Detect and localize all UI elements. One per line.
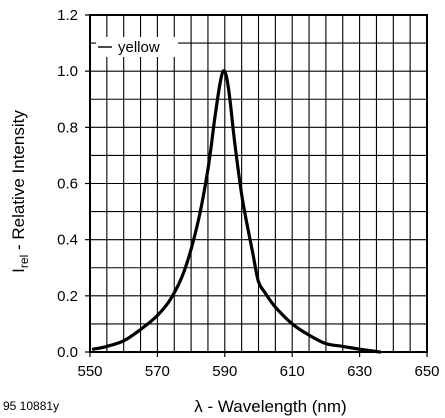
y-tick-label: 0.0 (57, 344, 78, 361)
y-axis-label-subscript: rel (17, 255, 31, 268)
y-tick-label: 0.8 (57, 119, 78, 136)
y-tick-label: 0.2 (57, 288, 78, 305)
series-line-yellow (91, 69, 382, 354)
x-tick-label: 610 (280, 363, 305, 380)
x-tick-label: 570 (145, 363, 170, 380)
x-tick-label: 550 (77, 363, 102, 380)
y-tick-label: 0.4 (57, 232, 78, 249)
y-tick-label: 0.6 (57, 176, 78, 193)
x-tick-label: 590 (212, 363, 237, 380)
figure-id: 95 10881y (3, 399, 59, 413)
legend-label-yellow: yellow (118, 39, 160, 56)
y-axis-label-suffix: - Relative Intensity (9, 110, 28, 255)
x-axis-label: λ - Wavelength (nm) (194, 397, 346, 416)
x-tick-labels: 550 570 590 610 630 650 (77, 352, 440, 380)
y-tick-label: 1.2 (57, 7, 78, 24)
y-tick-label: 1.0 (57, 63, 78, 80)
x-tick-label: 650 (414, 363, 439, 380)
grid-lines (90, 15, 427, 352)
y-tick-labels: 0.0 0.2 0.4 0.6 0.8 1.0 1.2 (57, 7, 90, 361)
y-axis-label-prefix: I (9, 268, 28, 273)
x-tick-label: 630 (347, 363, 372, 380)
legend-background (96, 37, 178, 57)
y-axis-label: Irel - Relative Intensity (9, 110, 31, 273)
legend: yellow (96, 37, 178, 57)
